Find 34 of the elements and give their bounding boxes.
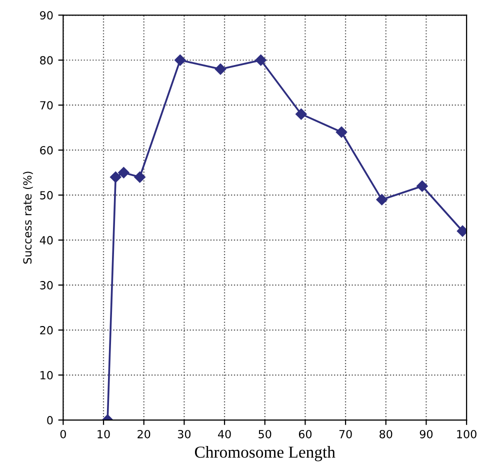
- x-tick-label: 70: [339, 430, 352, 438]
- point: [174, 54, 186, 66]
- x-tick-label: 40: [218, 430, 231, 438]
- x-tick-label: 90: [420, 430, 433, 438]
- point: [416, 180, 428, 192]
- y-tick-label: 40: [40, 236, 53, 244]
- x-tick-label: 100: [457, 430, 476, 438]
- x-tick-label: 60: [298, 430, 312, 438]
- point: [456, 225, 467, 237]
- y-tick-label: 90: [40, 11, 53, 20]
- point: [214, 64, 226, 75]
- y-tick-label: 0: [47, 416, 53, 424]
- point: [255, 54, 266, 66]
- x-tick-label: 0: [60, 430, 66, 438]
- y-tick-label: 30: [40, 281, 53, 290]
- y-tick-label: 50: [40, 191, 53, 200]
- point: [376, 194, 388, 206]
- x-tick-label: 80: [380, 430, 392, 438]
- point: [110, 171, 122, 183]
- x-tick-label: 50: [258, 430, 272, 438]
- point: [336, 126, 348, 138]
- y-tick-label: 70: [40, 101, 53, 110]
- point: [134, 171, 146, 183]
- y-tick-label: 80: [40, 56, 53, 65]
- x-tick-label: 20: [138, 430, 150, 438]
- y-axis-title: Success rate (%): [23, 172, 33, 264]
- x-tick-label: 10: [98, 430, 110, 438]
- y-tick-label: 10: [40, 371, 53, 380]
- x-tick-label: 30: [178, 430, 191, 438]
- x-axis-title: Chromosome Length: [194, 446, 336, 462]
- y-tick-label: 20: [40, 326, 53, 334]
- point: [118, 166, 130, 178]
- point: [296, 108, 307, 120]
- y-tick-label: 60: [40, 146, 53, 154]
